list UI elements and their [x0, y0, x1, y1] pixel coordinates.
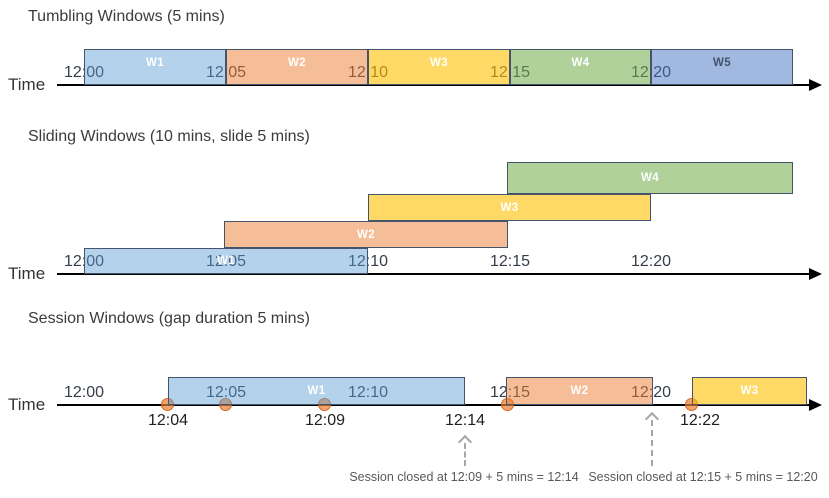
window-w3: W3 [368, 194, 651, 221]
tick-label: 12:05 [205, 384, 247, 401]
window-label: W4 [571, 56, 590, 69]
section-title: Tumbling Windows (5 mins) [28, 8, 225, 25]
tick-label: 12:10 [347, 253, 389, 270]
timeline-arrowhead-icon [809, 268, 822, 280]
window-w5: W5 [651, 49, 793, 85]
tick-label: 12:05 [205, 253, 247, 270]
timeline-arrowhead-icon [809, 79, 822, 91]
window-w4: W4 [507, 162, 793, 194]
window-w4: W4 [510, 49, 651, 85]
window-label: W2 [356, 228, 376, 241]
session-closed-annotation: Session closed at 12:15 + 5 mins = 12:20 [588, 470, 818, 484]
timeline-axis [57, 273, 810, 275]
window-w2: W2 [226, 49, 368, 85]
dashed-up-arrow-icon [644, 411, 660, 466]
window-w3: W3 [692, 377, 807, 405]
timeline-axis [57, 84, 810, 86]
arrow-tip-icon [644, 411, 660, 427]
tick-label: 12:00 [63, 384, 105, 401]
timeline-axis [57, 404, 810, 406]
window-w2: W2 [506, 377, 653, 405]
tick-label: 12:10 [347, 384, 389, 401]
arrow-shaft [651, 420, 653, 466]
section-title: Sliding Windows (10 mins, slide 5 mins) [28, 128, 310, 145]
window-w1: W1 [168, 377, 465, 405]
window-label: W3 [500, 201, 519, 214]
event-time-label: 12:22 [679, 412, 721, 429]
time-axis-label: Time [8, 395, 46, 414]
time-axis-label: Time [8, 264, 46, 283]
window-w2: W2 [224, 221, 508, 248]
window-label: W2 [287, 56, 307, 69]
tick-label: 12:20 [630, 253, 672, 270]
window-w3: W3 [368, 49, 510, 85]
window-label: W3 [740, 385, 759, 397]
event-time-label: 12:09 [304, 412, 346, 429]
arrow-shaft [464, 443, 466, 466]
timeline-arrowhead-icon [809, 399, 822, 411]
event-time-label: 12:14 [444, 412, 486, 429]
time-axis-label: Time [8, 75, 46, 94]
window-label: W1 [216, 255, 236, 267]
window-label: W1 [145, 56, 165, 69]
dashed-up-arrow-icon [457, 434, 473, 466]
section-title: Session Windows (gap duration 5 mins) [28, 310, 310, 327]
arrow-tip-icon [457, 434, 473, 450]
window-label: W4 [640, 172, 660, 184]
event-time-label: 12:04 [147, 412, 189, 429]
window-w1: W1 [84, 248, 368, 274]
window-label: W2 [570, 385, 589, 397]
window-label: W3 [429, 56, 449, 69]
window-w1: W1 [84, 49, 226, 85]
window-label: W5 [712, 56, 732, 69]
tick-label: 12:15 [489, 253, 531, 270]
session-closed-annotation: Session closed at 12:09 + 5 mins = 12:14 [349, 470, 579, 484]
window-label: W1 [307, 385, 326, 397]
